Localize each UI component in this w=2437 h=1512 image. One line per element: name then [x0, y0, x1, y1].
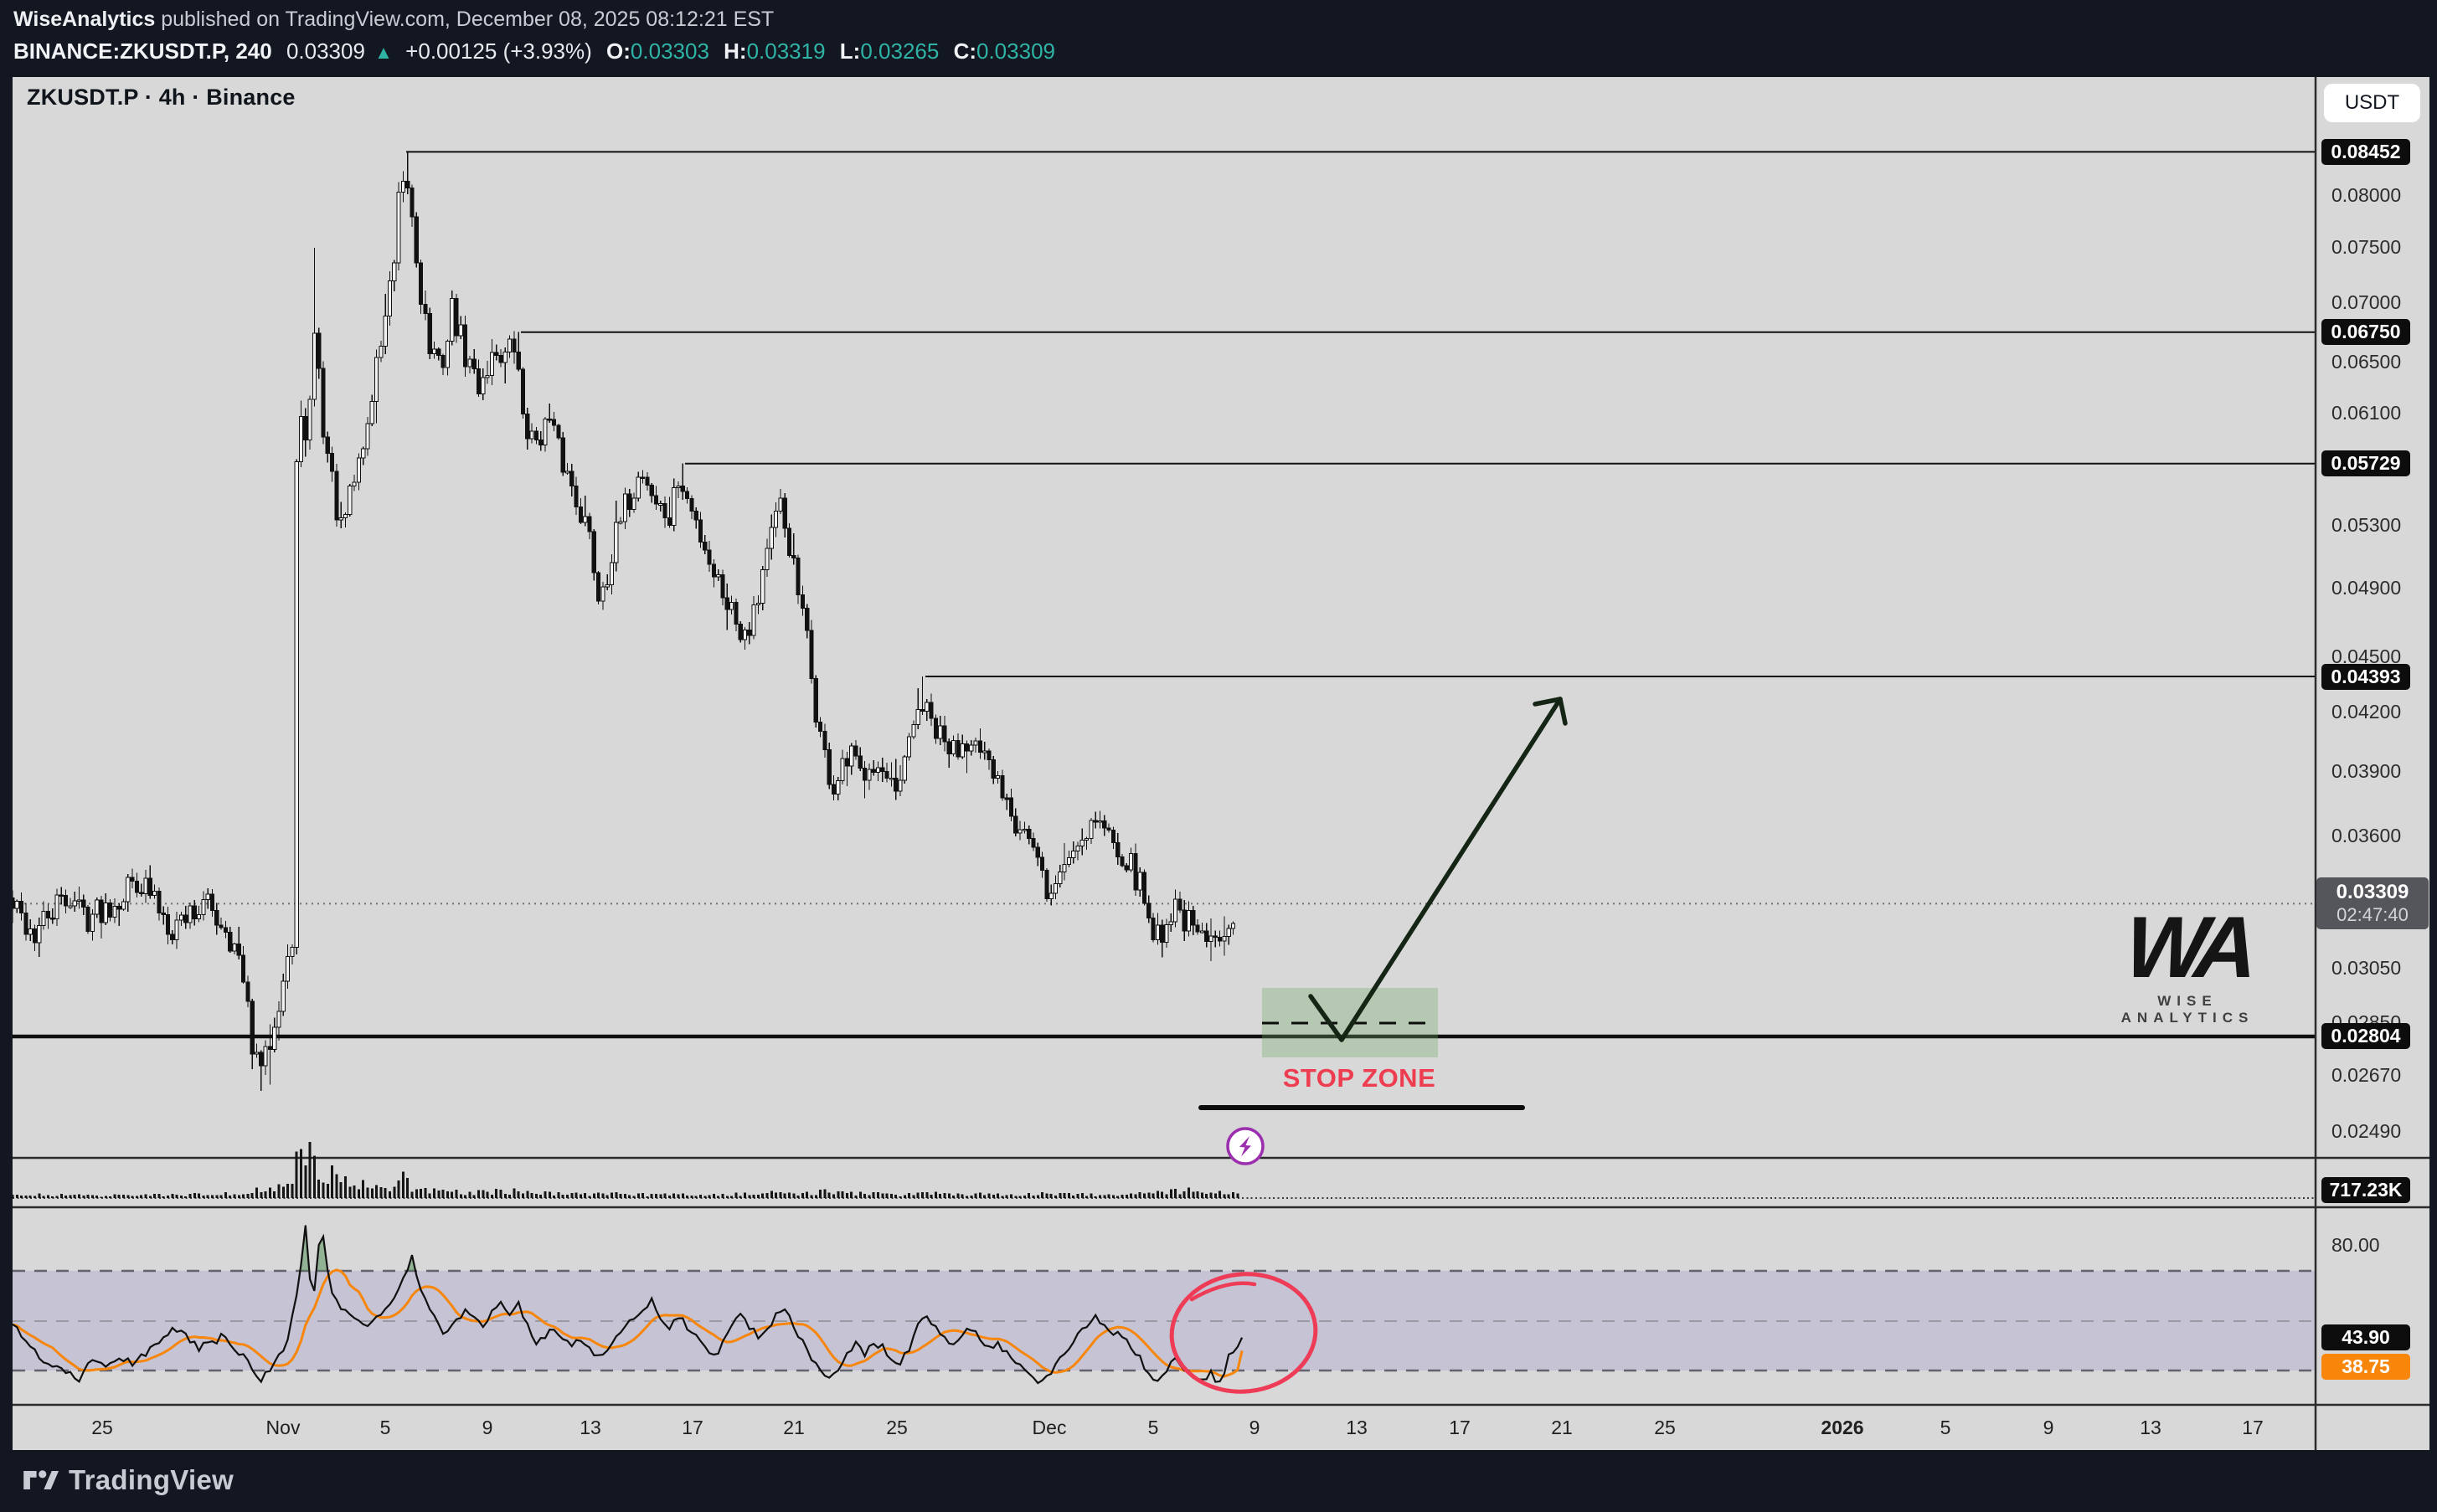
chart-panel: ZKUSDT.P · 4h · Binance USDT WA WISE ANA… — [13, 77, 2429, 1450]
author-name: WiseAnalytics — [13, 8, 156, 31]
rsi-line — [13, 1225, 1244, 1385]
publish-info: published on TradingView.com, December 0… — [155, 8, 775, 31]
tradingview-glyph-icon — [23, 1470, 59, 1489]
high-label: H: — [724, 39, 747, 64]
low-label: L: — [839, 39, 861, 64]
tradingview-logo-text: TradingView — [69, 1464, 234, 1495]
rsi-highlight-circle[interactable] — [1166, 1267, 1322, 1398]
candlestick-series — [13, 152, 1236, 1091]
low-value: 0.03265 — [860, 39, 940, 64]
symbol-interval: BINANCE:ZKUSDT.P, 240 — [13, 39, 272, 64]
currency-toggle-button[interactable]: USDT — [2324, 84, 2420, 122]
close-value: 0.03309 — [976, 39, 1055, 64]
trend-arrow[interactable] — [1308, 697, 1563, 1042]
chart-plot-area[interactable] — [13, 77, 2429, 1450]
high-value: 0.03319 — [746, 39, 826, 64]
publish-line: WiseAnalytics published on TradingView.c… — [13, 7, 1055, 32]
open-label: O: — [606, 39, 631, 64]
volume-series — [13, 1141, 2316, 1199]
stop-zone-label: STOP ZONE — [1282, 1063, 1436, 1093]
tradingview-logo[interactable]: TradingView — [22, 1463, 234, 1497]
symbol-status-line: BINANCE:ZKUSDT.P, 240 0.03309 ▲ +0.00125… — [13, 38, 1055, 66]
close-label: C: — [953, 39, 976, 64]
publish-header: WiseAnalytics published on TradingView.c… — [13, 7, 1055, 66]
price-change: +0.00125 (+3.93%) — [405, 39, 592, 64]
rsi-overbought-fill — [13, 1225, 1243, 1271]
open-value: 0.03303 — [630, 39, 709, 64]
chart-symbol-title: ZKUSDT.P · 4h · Binance — [27, 85, 296, 110]
last-price: 0.03309 — [286, 39, 365, 64]
up-triangle-icon: ▲ — [374, 42, 393, 63]
